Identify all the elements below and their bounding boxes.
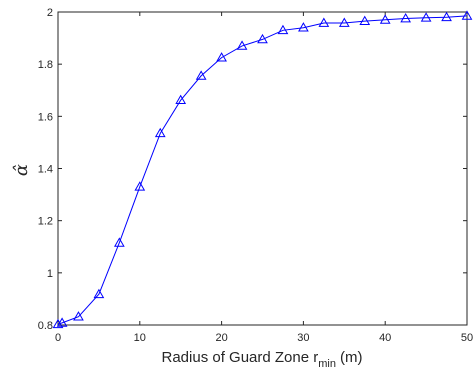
y-tick-label: 0.8 (38, 320, 53, 332)
data-point-marker (175, 94, 187, 105)
data-point-marker (298, 22, 309, 32)
y-tick-label: 1.6 (38, 111, 53, 123)
data-point-marker (113, 237, 125, 247)
y-axis-label: α̂ (11, 164, 32, 176)
data-point-marker (277, 24, 289, 35)
data-point-marker (134, 181, 146, 191)
data-point-marker (56, 317, 68, 327)
x-tick-label: 50 (461, 332, 473, 344)
data-point-marker (359, 15, 371, 26)
data-point-marker (195, 70, 207, 80)
y-tick-label: 1 (47, 268, 53, 280)
x-tick-label: 30 (297, 332, 309, 344)
data-point-marker (154, 127, 166, 138)
axis-ticks: 0 10 20 30 40 50 0.8 1 1.2 1.4 1.6 1.8 2 (38, 7, 473, 344)
y-tick-label: 2 (47, 7, 53, 19)
x-axis-label-unit: (m) (340, 349, 363, 366)
data-point-marker (420, 12, 432, 22)
x-tick-label: 20 (215, 332, 227, 344)
data-point-marker (93, 288, 105, 299)
x-axis-label: Radius of Guard Zone rmin (m) (162, 349, 363, 370)
data-point-marker (461, 10, 473, 20)
series-layer (52, 10, 473, 329)
data-point-marker (318, 17, 330, 27)
data-point-marker (379, 14, 391, 24)
series-line (57, 15, 468, 325)
plot-area (57, 11, 468, 326)
data-point-marker (236, 40, 248, 50)
data-point-marker (400, 13, 412, 23)
y-tick-label: 1.2 (38, 216, 53, 228)
y-tick-label: 1.8 (38, 59, 53, 71)
data-point-marker (441, 11, 452, 22)
data-point-marker (338, 17, 350, 27)
x-tick-label: 10 (134, 332, 146, 344)
x-axis-label-main: Radius of Guard Zone r (162, 349, 319, 366)
x-tick-label: 40 (379, 332, 391, 344)
data-point-marker (216, 52, 227, 62)
data-point-marker (257, 33, 268, 44)
x-axis-label-subscript: min (318, 358, 336, 370)
data-point-marker (73, 311, 84, 321)
data-point-marker (52, 318, 64, 329)
x-tick-label: 0 (55, 332, 61, 344)
y-tick-label: 1.4 (38, 164, 53, 176)
